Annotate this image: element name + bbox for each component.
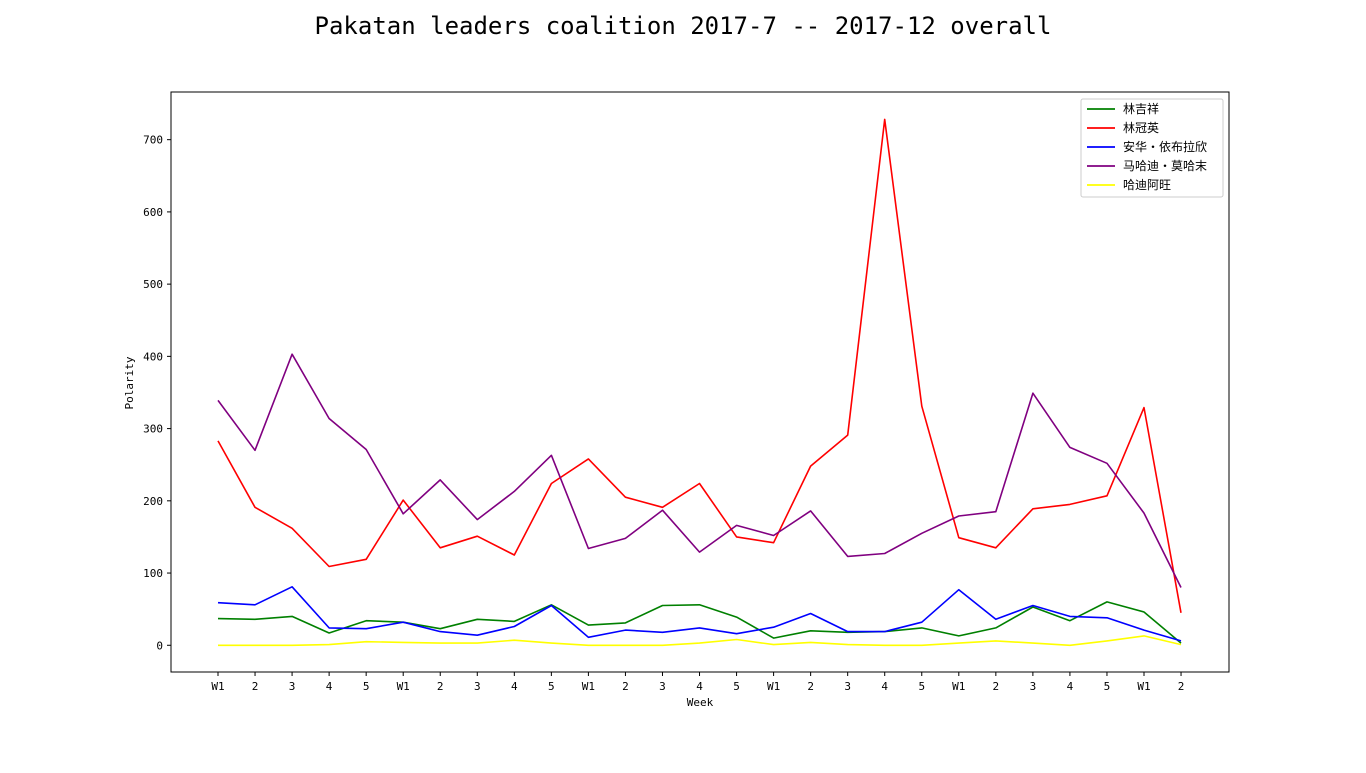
x-tick-label: 3 bbox=[1030, 680, 1037, 693]
y-axis-ticks: 0 100 200 300 400 500 600 700 bbox=[143, 134, 171, 652]
y-tick-label: 200 bbox=[143, 495, 163, 508]
x-tick-label: 4 bbox=[696, 680, 703, 693]
x-tick-label: 5 bbox=[363, 680, 370, 693]
y-tick-label: 700 bbox=[143, 134, 163, 147]
x-tick-label: 4 bbox=[511, 680, 518, 693]
x-tick-label: 3 bbox=[289, 680, 296, 693]
legend-box bbox=[1080, 98, 1224, 198]
series-line-4 bbox=[218, 635, 1182, 647]
x-tick-label: 3 bbox=[844, 680, 851, 693]
x-tick-label: 3 bbox=[474, 680, 481, 693]
series-line-1 bbox=[217, 118, 1182, 613]
y-tick-label: 600 bbox=[143, 206, 163, 219]
x-tick-label: 2 bbox=[807, 680, 814, 693]
series-line-3 bbox=[217, 353, 1182, 588]
x-tick-label: W1 bbox=[767, 680, 780, 693]
x-tick-label: 2 bbox=[622, 680, 629, 693]
legend-entry-label: 哈迪阿旺 bbox=[1123, 178, 1171, 192]
legend-entry-label: 安华・依布拉欣 bbox=[1123, 139, 1207, 154]
y-tick-label: 100 bbox=[143, 567, 163, 580]
plot-area-frame bbox=[170, 91, 1230, 673]
x-axis-ticks: W1 2 3 4 5 W1 2 3 4 5 W1 2 3 4 5 W1 2 3 4 5 W1 2 3 4 5 W1 2 bbox=[211, 672, 1184, 693]
x-axis-label: Week bbox=[687, 696, 714, 709]
x-tick-label: 2 bbox=[252, 680, 259, 693]
y-axis-label: Polarity bbox=[123, 356, 136, 409]
x-tick-label: 4 bbox=[326, 680, 333, 693]
series-line-2 bbox=[217, 585, 1182, 642]
x-tick-label: W1 bbox=[397, 680, 410, 693]
legend-entry-label: 马哈迪・莫哈末 bbox=[1123, 159, 1207, 173]
y-tick-label: 400 bbox=[143, 350, 163, 363]
y-tick-label: 0 bbox=[156, 639, 163, 652]
legend-entry-label: 林吉祥 bbox=[1123, 102, 1159, 116]
x-tick-label: 5 bbox=[1104, 680, 1111, 693]
chart-title: Pakatan leaders coalition 2017-7 -- 2017… bbox=[315, 12, 1052, 40]
x-tick-label: W1 bbox=[582, 680, 595, 693]
x-tick-label: 2 bbox=[993, 680, 1000, 693]
x-tick-label: W1 bbox=[1137, 680, 1150, 693]
x-tick-label: W1 bbox=[952, 680, 965, 693]
x-tick-label: 2 bbox=[1178, 680, 1185, 693]
x-tick-label: 5 bbox=[548, 680, 555, 693]
series-line-0 bbox=[217, 601, 1182, 644]
x-tick-label: W1 bbox=[211, 680, 224, 693]
series-lines bbox=[217, 118, 1182, 647]
x-tick-label: 4 bbox=[1067, 680, 1074, 693]
x-tick-label: 2 bbox=[437, 680, 444, 693]
x-tick-label: 5 bbox=[733, 680, 740, 693]
y-tick-label: 500 bbox=[143, 278, 163, 291]
x-tick-label: 3 bbox=[659, 680, 666, 693]
x-tick-label: 4 bbox=[881, 680, 888, 693]
legend-entry-label: 林冠英 bbox=[1123, 121, 1159, 135]
x-tick-label: 5 bbox=[918, 680, 925, 693]
y-tick-label: 300 bbox=[143, 423, 163, 436]
